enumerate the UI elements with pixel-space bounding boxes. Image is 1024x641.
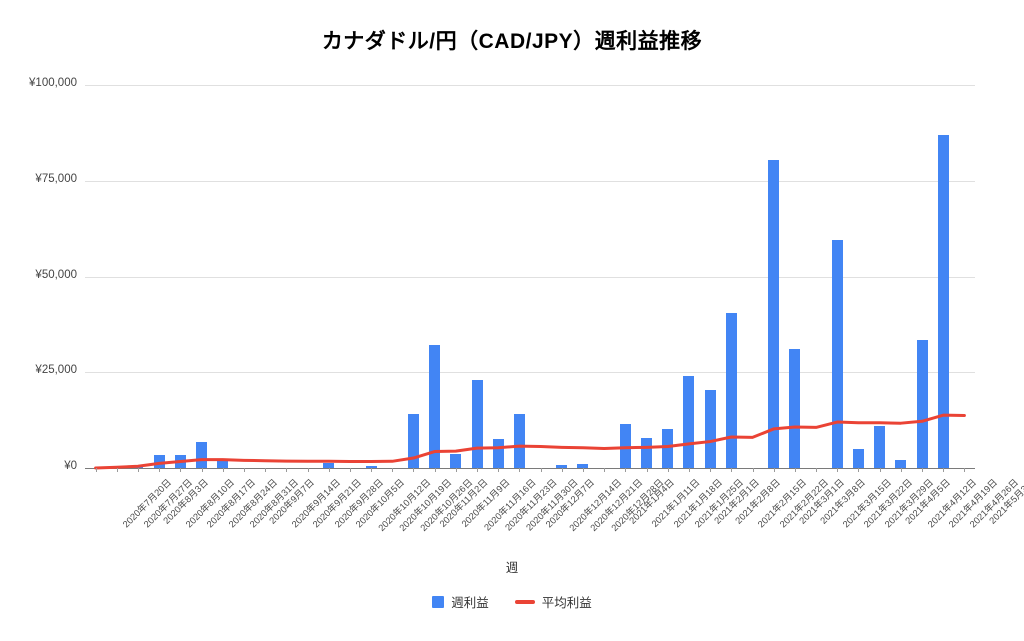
bar[interactable] <box>725 312 737 468</box>
bar[interactable] <box>916 339 928 468</box>
bar[interactable] <box>768 159 780 468</box>
bar[interactable] <box>704 389 716 468</box>
legend-label-line: 平均利益 <box>541 596 592 610</box>
x-tick-mark <box>328 468 330 472</box>
x-tick-mark <box>773 468 775 472</box>
bar[interactable] <box>196 441 208 468</box>
chart-legend: 週利益 平均利益 <box>0 592 1024 611</box>
x-tick-mark <box>137 468 139 472</box>
bar[interactable] <box>852 448 864 468</box>
x-tick-mark <box>900 468 902 472</box>
gridline <box>85 468 975 469</box>
bar[interactable] <box>492 438 504 468</box>
line-series-平均利益 <box>94 413 966 470</box>
bar[interactable] <box>407 414 419 468</box>
bar[interactable] <box>895 460 907 468</box>
legend-item-line[interactable]: 平均利益 <box>514 592 592 611</box>
gridline <box>85 85 975 86</box>
bar[interactable] <box>450 453 462 468</box>
y-axis-label: ¥100,000 <box>29 77 77 89</box>
x-tick-mark <box>794 468 796 472</box>
bar[interactable] <box>471 379 483 468</box>
x-tick-mark <box>688 468 690 472</box>
bar[interactable] <box>937 134 949 468</box>
x-tick-mark <box>201 468 203 472</box>
x-tick-mark <box>964 468 966 472</box>
x-tick-mark <box>646 468 648 472</box>
gridline <box>85 180 975 182</box>
x-tick-mark <box>752 468 754 472</box>
x-tick-mark <box>371 468 373 472</box>
x-tick-mark <box>243 468 245 472</box>
x-tick-mark <box>222 468 224 472</box>
x-tick-mark <box>455 468 457 472</box>
x-tick-mark <box>307 468 309 472</box>
x-tick-mark <box>413 468 415 472</box>
plot-area <box>85 85 975 470</box>
x-tick-mark <box>519 468 521 472</box>
bar[interactable] <box>217 461 229 468</box>
x-tick-mark <box>477 468 479 472</box>
x-tick-mark <box>561 468 563 472</box>
x-tick-mark <box>95 468 97 472</box>
average-profit-line <box>94 413 966 470</box>
y-axis-label: ¥75,000 <box>35 172 77 185</box>
bar[interactable] <box>323 463 335 468</box>
chart-title: カナダドル/円（CAD/JPY）週利益推移 <box>321 30 703 53</box>
y-axis-label: ¥25,000 <box>35 364 77 377</box>
x-tick-mark <box>286 468 288 472</box>
bar[interactable] <box>641 438 653 468</box>
bar[interactable] <box>683 376 695 468</box>
bar[interactable] <box>429 345 441 468</box>
bar[interactable] <box>577 464 589 468</box>
x-tick-mark <box>922 468 924 472</box>
x-tick-mark <box>710 468 712 472</box>
x-tick-mark <box>837 468 839 472</box>
x-tick-mark <box>731 468 733 472</box>
x-tick-mark <box>667 468 669 472</box>
bar[interactable] <box>365 465 377 468</box>
legend-label-bar: 週利益 <box>451 596 489 610</box>
bar[interactable] <box>153 454 165 468</box>
x-tick-mark <box>434 468 436 472</box>
bar[interactable] <box>513 414 525 468</box>
x-tick-mark <box>498 468 500 472</box>
y-axis-label: ¥50,000 <box>35 268 77 281</box>
x-tick-mark <box>625 468 627 472</box>
bar[interactable] <box>662 428 674 468</box>
x-tick-mark <box>943 468 945 472</box>
x-tick-mark <box>159 468 161 472</box>
x-axis-ticks: 2020年7月20日 2020年7月27日 2020年8月3日 2020年8月10日 2… <box>85 468 1024 533</box>
bar[interactable] <box>789 349 801 468</box>
bar[interactable] <box>874 425 886 468</box>
x-tick-mark <box>604 468 606 472</box>
x-tick-mark <box>265 468 267 472</box>
x-tick-mark <box>816 468 818 472</box>
x-tick-mark <box>349 468 351 472</box>
x-tick-mark <box>392 468 394 472</box>
gridline <box>85 276 975 278</box>
x-tick-mark <box>879 468 881 472</box>
x-axis-title: 週 <box>505 561 519 575</box>
x-tick-mark <box>582 468 584 472</box>
bar-series-週利益 <box>85 85 975 468</box>
legend-item-bar[interactable]: 週利益 <box>432 592 489 611</box>
gridline <box>85 372 975 374</box>
x-tick-mark <box>540 468 542 472</box>
bar[interactable] <box>831 240 843 468</box>
x-tick-mark <box>858 468 860 472</box>
bar[interactable] <box>619 423 631 468</box>
x-tick-mark <box>180 468 182 472</box>
legend-line-swatch-icon <box>514 599 535 604</box>
y-axis-label: ¥0 <box>64 460 77 472</box>
x-tick-mark <box>116 468 118 472</box>
legend-bar-swatch-icon <box>432 595 445 608</box>
bar[interactable] <box>556 464 568 468</box>
